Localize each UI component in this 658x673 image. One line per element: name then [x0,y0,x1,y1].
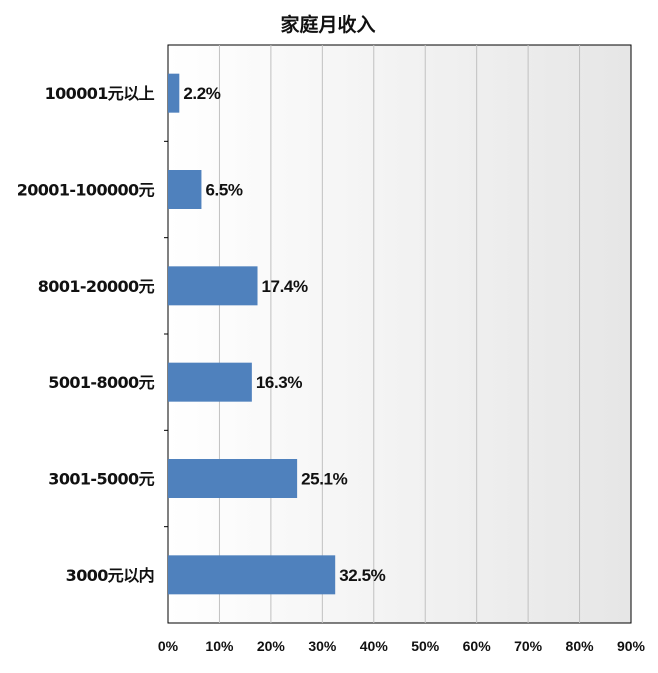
bar [168,459,298,498]
data-label: 25.1% [301,470,347,489]
bars [168,73,336,595]
bar [168,555,336,595]
data-label: 32.5% [339,566,385,585]
x-tick-label: 20% [257,638,286,654]
x-tick-label: 60% [463,638,492,654]
x-tick-label: 80% [566,638,595,654]
category-labels: 100001元以上 20001-100000元 8001-20000元 5001-80… [17,84,156,585]
bar [168,362,252,402]
data-labels: 2.2% 6.5% 17.4% 16.3% 25.1% 32.5% [183,84,386,585]
data-label: 17.4% [262,277,308,296]
plot-area [167,44,632,624]
data-label: 2.2% [183,84,220,103]
bar [168,266,258,306]
x-tick-label: 40% [360,638,389,654]
chart-title: 家庭月收入 [280,13,375,36]
category-label: 100001元以上 [45,84,155,103]
category-label: 3000元以内 [66,566,154,585]
x-tick-label: 0% [158,638,179,654]
x-tick-label: 30% [308,638,337,654]
x-axis-ticks: 0% 10% 20% 30% 40% 50% 60% 70% 80% 90% [158,638,646,654]
x-tick-label: 70% [514,638,543,654]
data-label: 6.5% [205,181,242,200]
bar [168,73,180,113]
x-tick-label: 90% [617,638,646,654]
x-tick-label: 10% [205,638,234,654]
category-label: 5001-8000元 [48,373,154,392]
x-tick-label: 50% [411,638,440,654]
bar [168,170,202,209]
category-label: 3001-5000元 [48,470,154,489]
category-label: 8001-20000元 [38,277,155,296]
category-label: 20001-100000元 [17,181,155,200]
gridlines [164,45,581,623]
data-label: 16.3% [256,373,302,392]
